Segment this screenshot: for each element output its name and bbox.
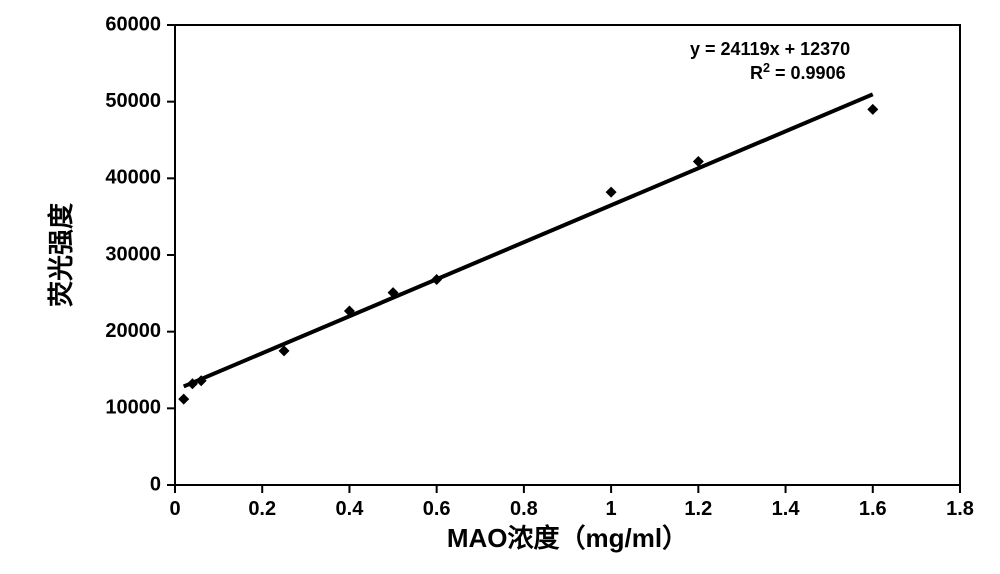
plot-border bbox=[175, 25, 960, 485]
y-tick-label: 40000 bbox=[105, 167, 161, 189]
y-tick-label: 60000 bbox=[105, 13, 161, 35]
equation-line-1: y = 24119x + 12370 bbox=[690, 39, 850, 59]
x-tick-label: 0.2 bbox=[248, 498, 276, 520]
y-tick-label: 10000 bbox=[105, 397, 161, 419]
data-point bbox=[178, 394, 189, 405]
x-tick-label: 1.8 bbox=[946, 498, 974, 520]
y-axis-label: 荧光强度 bbox=[46, 203, 76, 307]
fit-line bbox=[184, 94, 873, 386]
x-tick-label: 1.4 bbox=[772, 498, 801, 520]
x-tick-label: 0 bbox=[169, 498, 180, 520]
scatter-chart: 0 10000 20000 30000 40000 50000 60000 0 0.2 0.4 0.… bbox=[0, 0, 1000, 574]
x-tick-label: 1.6 bbox=[859, 498, 887, 520]
equation-line-2: R2 = 0.9906 bbox=[750, 61, 846, 83]
data-point bbox=[867, 104, 878, 115]
y-tick-label: 30000 bbox=[105, 243, 161, 265]
x-tick-label: 1.2 bbox=[684, 498, 712, 520]
x-tick-label: 0.8 bbox=[510, 498, 538, 520]
x-axis-label: MAO浓度（mg/ml） bbox=[447, 523, 688, 553]
y-tick-label: 50000 bbox=[105, 90, 161, 112]
y-tick-label: 0 bbox=[150, 473, 161, 495]
x-tick-label: 1 bbox=[606, 498, 617, 520]
data-point bbox=[606, 187, 617, 198]
x-tick-label: 0.6 bbox=[423, 498, 451, 520]
y-tick-label: 20000 bbox=[105, 320, 161, 342]
x-tick-label: 0.4 bbox=[336, 498, 365, 520]
